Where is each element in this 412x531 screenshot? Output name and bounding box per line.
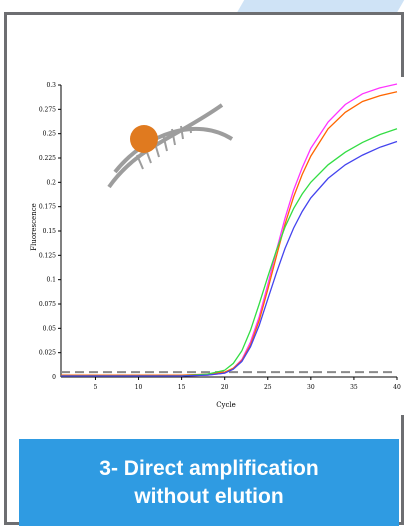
y-tick-label: 0.075 bbox=[39, 301, 56, 308]
x-tick-label: 25 bbox=[264, 384, 272, 391]
y-axis-label: Fluorescence bbox=[30, 203, 38, 251]
y-tick-label: 0 bbox=[52, 374, 56, 381]
amplification-chart: 0.025 0.05 0.075 0.1 0.125 0.15 0.175 0.2 0.225 0… bbox=[27, 77, 405, 415]
y-tick-label: 0.1 bbox=[46, 277, 56, 284]
bead-icon bbox=[130, 125, 158, 153]
y-tick-label: 0.2 bbox=[46, 179, 56, 186]
x-axis-label: Cycle bbox=[216, 401, 236, 409]
caption-line-1: 3- Direct amplification bbox=[99, 456, 319, 480]
caption-line-2: without elution bbox=[134, 484, 284, 508]
x-tick-label: 20 bbox=[221, 384, 229, 391]
amplification-curve-4 bbox=[61, 140, 398, 377]
dna-bead-icon bbox=[107, 103, 234, 189]
x-tick-label: 15 bbox=[178, 384, 186, 391]
x-tick-label: 5 bbox=[94, 384, 98, 391]
y-tick-label: 0.15 bbox=[43, 228, 57, 235]
y-tick-label: 0.125 bbox=[39, 252, 56, 259]
series-layer bbox=[61, 83, 398, 377]
y-tick-label: 0.025 bbox=[39, 350, 56, 357]
x-tick-label: 40 bbox=[393, 384, 401, 391]
y-tick-label: 0.275 bbox=[39, 106, 56, 113]
y-tick-label: 0.25 bbox=[43, 131, 57, 138]
panel-frame: 0.025 0.05 0.075 0.1 0.125 0.15 0.175 0.2 0.225 0… bbox=[4, 12, 405, 526]
y-tick-label: 0.175 bbox=[39, 204, 56, 211]
y-tick-label: 0.3 bbox=[46, 82, 56, 89]
amplification-plot: 0.025 0.05 0.075 0.1 0.125 0.15 0.175 0.2 0.225 0… bbox=[27, 77, 405, 415]
plot-background bbox=[27, 77, 405, 415]
x-tick-label: 35 bbox=[350, 384, 358, 391]
caption-box: 3- Direct amplification without elution bbox=[19, 439, 399, 526]
x-tick-label: 30 bbox=[307, 384, 315, 391]
axes-group: 0.025 0.05 0.075 0.1 0.125 0.15 0.175 0.2 0.225 0… bbox=[39, 82, 401, 391]
y-tick-label: 0.225 bbox=[39, 155, 56, 162]
x-tick-label: 10 bbox=[135, 384, 143, 391]
y-tick-label: 0.05 bbox=[43, 325, 57, 332]
